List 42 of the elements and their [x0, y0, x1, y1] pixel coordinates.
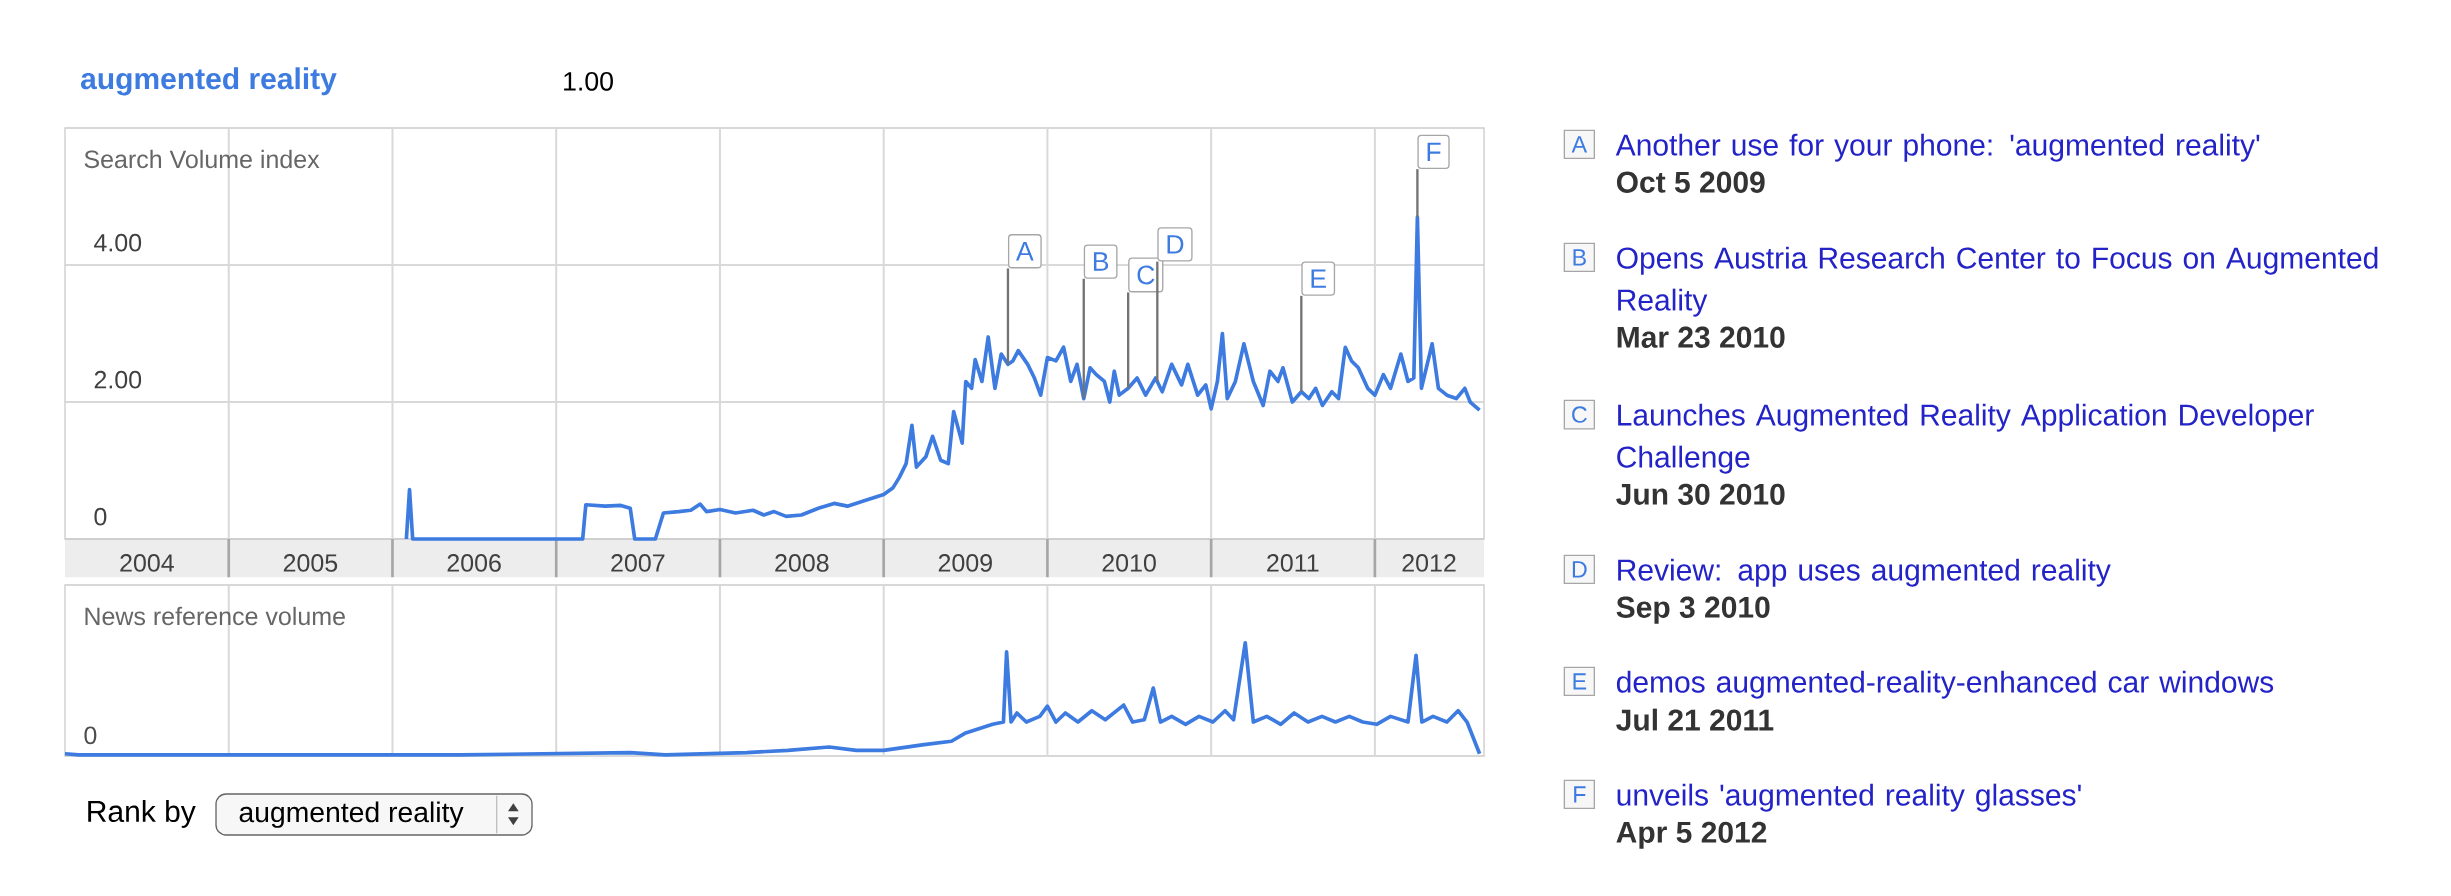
y-tick-label: 2.00: [94, 370, 142, 389]
text: 1.00: [564, 71, 613, 91]
x-tick-label: 2012: [1402, 554, 1456, 572]
text: Launches Augmented Reality Application Developer Challenge: [1617, 403, 2314, 474]
text: Jun 30 2010: [1616, 483, 1785, 505]
text: Another use for your phone: 'augmented reality': [1615, 133, 2260, 162]
x-tick-label: 2008: [775, 554, 829, 572]
text: Opens Austria Research Center to Focus on Augmented Reality: [1617, 246, 2378, 317]
text: Review: app uses augmented reality: [1618, 558, 2111, 587]
x-tick-label: 2004: [120, 554, 174, 572]
y-axis-title: News reference volume: [85, 606, 345, 626]
text: Oct 5 2009: [1616, 171, 1765, 193]
annotation: E: [1311, 269, 1326, 288]
text: demos augmented-reality-enhanced car windows: [1616, 670, 2274, 699]
text: E: [1573, 673, 1587, 690]
text: F: [1574, 786, 1586, 803]
text: C: [1572, 406, 1587, 423]
text: Sep 3 2010: [1616, 596, 1770, 624]
y-axis-title: Search Volume index: [84, 149, 320, 169]
text: Mar 23 2010: [1617, 326, 1785, 348]
text: B: [1573, 249, 1586, 266]
y-tick-label: 4.00: [94, 233, 142, 252]
text: augmented reality: [239, 801, 464, 828]
text: unveils 'augmented reality glasses': [1617, 783, 2081, 812]
y-tick-label: 0: [94, 507, 107, 526]
x-tick-label: 2005: [283, 554, 338, 572]
x-tick-label: 2011: [1267, 554, 1319, 572]
annotation: A: [1016, 242, 1034, 261]
annotation: B: [1093, 252, 1109, 271]
x-tick-label: 2007: [611, 554, 665, 572]
annotation: D: [1167, 235, 1184, 254]
text: Apr 5 2012: [1616, 821, 1767, 849]
text: augmented reality: [81, 67, 337, 96]
x-tick-label: 2006: [447, 554, 501, 572]
text: A: [1571, 136, 1588, 153]
annotation: C: [1137, 265, 1155, 285]
text: Rank by: [88, 800, 196, 828]
annotation: F: [1427, 142, 1441, 162]
x-tick-label: 2009: [938, 554, 992, 572]
x-tick-label: 2010: [1102, 554, 1156, 572]
text: D: [1572, 561, 1587, 578]
text: Jul 21 2011: [1616, 708, 1774, 731]
